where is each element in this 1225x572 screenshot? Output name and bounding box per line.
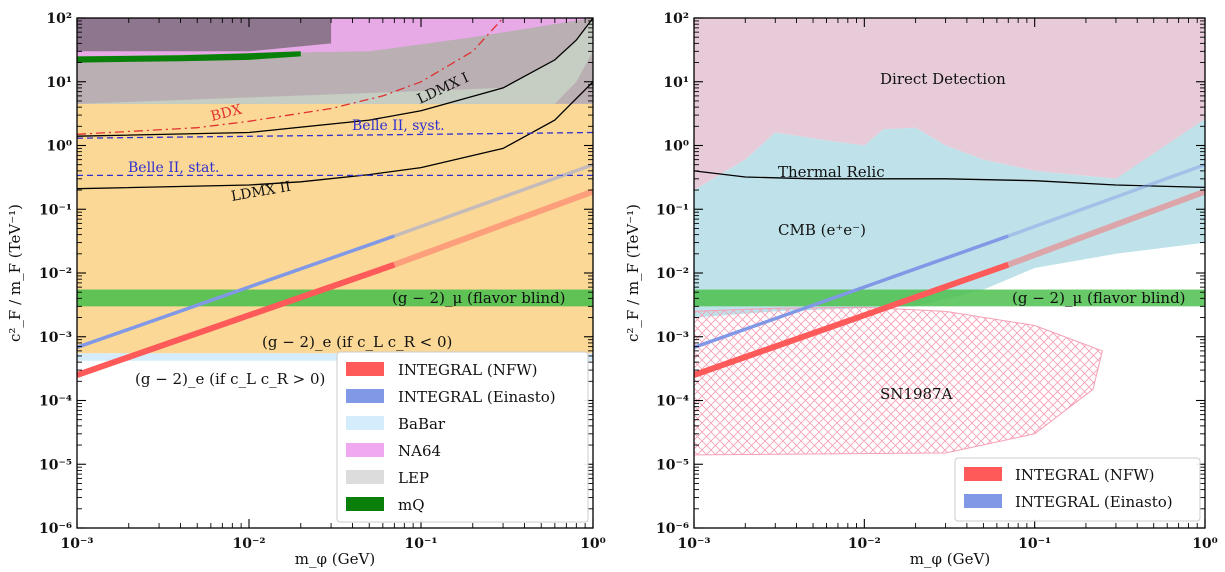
legend-label-lep: LEP <box>398 469 429 487</box>
overlap-dark-region <box>77 18 332 52</box>
legend-swatch-mq <box>346 497 384 511</box>
x-tick-label: 10⁻¹ <box>1018 536 1051 552</box>
gm2-e-neg-label: (g − 2)_e (if c_L c_R < 0) <box>262 333 452 351</box>
legend-swatch-na64 <box>346 443 384 457</box>
y-tick-label: 10⁻² <box>656 266 689 282</box>
right-x-axis-label: m_φ (GeV) <box>910 550 990 568</box>
mq-region <box>77 51 301 63</box>
right-ticks: 10⁻³ 10⁻² 10⁻¹ 10⁰ 10⁻⁶ 10⁻⁵ 10⁻⁴ 10⁻³ 10⁻² 10⁻¹ 1… <box>656 11 1218 552</box>
y-tick-label: 10⁻³ <box>39 330 72 346</box>
curve-belle-ii-syst- <box>77 131 593 139</box>
left-series-einasto-extension <box>393 163 593 238</box>
ldmx-shaded-region <box>77 18 593 104</box>
legend-swatch-nfw <box>346 362 384 376</box>
sn1987a-label: SN1987A <box>880 385 953 403</box>
legend-label-einasto: INTEGRAL (Einasto) <box>398 388 556 406</box>
left-plot-area <box>77 18 593 378</box>
left-legend: INTEGRAL (NFW) INTEGRAL (Einasto) BaBar … <box>336 351 589 523</box>
legend-label-babar: BaBar <box>398 415 446 433</box>
left-y-axis-label: c²_F / m_F (TeV⁻¹) <box>6 204 24 342</box>
legend-swatch-lep <box>346 470 384 484</box>
curve-bdx <box>77 18 504 135</box>
cmb-region <box>694 119 1205 318</box>
y-tick-label: 10⁻⁴ <box>656 394 689 410</box>
y-tick-label: 10⁻³ <box>656 330 689 346</box>
x-tick-label: 10⁰ <box>580 536 606 552</box>
y-tick-label: 10¹ <box>663 75 689 91</box>
x-tick-label: 10⁻³ <box>60 536 93 552</box>
y-tick-label: 10⁰ <box>663 139 689 155</box>
babar-edge <box>77 353 593 361</box>
curve-ldmx-ii <box>77 81 593 190</box>
curve-ldmx-i <box>77 18 593 137</box>
right-y-axis-label: c²_F / m_F (TeV⁻¹) <box>624 204 642 342</box>
left-x-axis-label: m_φ (GeV) <box>295 550 375 568</box>
left-ticks: 10⁻³ 10⁻² 10⁻¹ 10⁰ 10⁻⁶ 10⁻⁵ 10⁻⁴ 10⁻³ 10⁻² 10⁻¹ 1… <box>39 11 606 552</box>
right-series-einasto <box>694 234 1009 350</box>
legend-label-na64: NA64 <box>398 442 441 460</box>
x-tick-label: 10⁰ <box>1192 536 1218 552</box>
left-series-nfw <box>77 261 396 378</box>
right-series-nfw <box>694 261 1010 378</box>
y-tick-label: 10⁻⁶ <box>39 521 72 537</box>
bdx-label: BDX <box>209 102 243 125</box>
right-plot-area <box>694 18 1205 456</box>
y-tick-label: 10¹ <box>46 75 72 91</box>
belle-syst-label: Belle II, syst. <box>352 118 445 134</box>
right-legend: INTEGRAL (NFW) INTEGRAL (Einasto) <box>954 457 1201 522</box>
right-series-nfw-extension <box>1007 188 1205 268</box>
y-tick-label: 10⁻⁵ <box>39 457 72 473</box>
y-tick-label: 10⁻⁵ <box>656 457 689 473</box>
curve-thermal-relic <box>694 170 1205 189</box>
legend-label-nfw: INTEGRAL (NFW) <box>398 361 538 379</box>
x-tick-label: 10⁻² <box>848 536 881 552</box>
y-tick-label: 10⁻⁶ <box>656 521 689 537</box>
left-series-einasto <box>77 234 395 350</box>
sn1987a-region <box>694 306 1103 456</box>
thermal-relic-label: Thermal Relic <box>778 163 885 181</box>
legend-label-nfw-right: INTEGRAL (NFW) <box>1015 466 1155 484</box>
right-panel: 10⁻³ 10⁻² 10⁻¹ 10⁰ 10⁻⁶ 10⁻⁵ 10⁻⁴ 10⁻³ 10⁻² 10⁻¹ 1… <box>624 11 1218 568</box>
x-tick-label: 10⁻³ <box>677 536 710 552</box>
y-tick-label: 10² <box>46 11 72 27</box>
belle-stat-label: Belle II, stat. <box>128 160 219 176</box>
y-tick-label: 10² <box>663 11 689 27</box>
left-legend-box <box>336 351 589 523</box>
y-tick-label: 10⁻¹ <box>39 202 72 218</box>
right-series-einasto-extension <box>1007 163 1205 238</box>
legend-swatch-einasto <box>346 389 384 403</box>
legend-swatch-nfw-right <box>964 467 1002 481</box>
direct-detection-label: Direct Detection <box>880 70 1006 88</box>
right-legend-box <box>954 457 1201 522</box>
gm2-mu-label-right: (g − 2)_μ (flavor blind) <box>1012 289 1186 307</box>
y-tick-label: 10⁻⁴ <box>39 394 72 410</box>
left-panel: 10⁻³ 10⁻² 10⁻¹ 10⁰ 10⁻⁶ 10⁻⁵ 10⁻⁴ 10⁻³ 10⁻² 10⁻¹ 1… <box>6 11 606 568</box>
gm2-mu-label-left: (g − 2)_μ (flavor blind) <box>392 289 566 307</box>
legend-swatch-einasto-right <box>964 494 1002 508</box>
left-series-nfw-extension <box>393 188 593 268</box>
cmb-label: CMB (e⁺e⁻) <box>778 221 866 239</box>
y-tick-label: 10⁻¹ <box>656 202 689 218</box>
y-tick-label: 10⁰ <box>46 139 72 155</box>
legend-label-mq: mQ <box>398 496 425 514</box>
legend-label-einasto-right: INTEGRAL (Einasto) <box>1015 493 1173 511</box>
x-tick-label: 10⁻¹ <box>404 536 437 552</box>
legend-swatch-babar <box>346 416 384 430</box>
x-tick-label: 10⁻² <box>232 536 265 552</box>
direct-detection-region <box>694 18 1205 191</box>
y-tick-label: 10⁻² <box>39 266 72 282</box>
gm2-e-pos-label: (g − 2)_e (if c_L c_R > 0) <box>135 370 325 388</box>
